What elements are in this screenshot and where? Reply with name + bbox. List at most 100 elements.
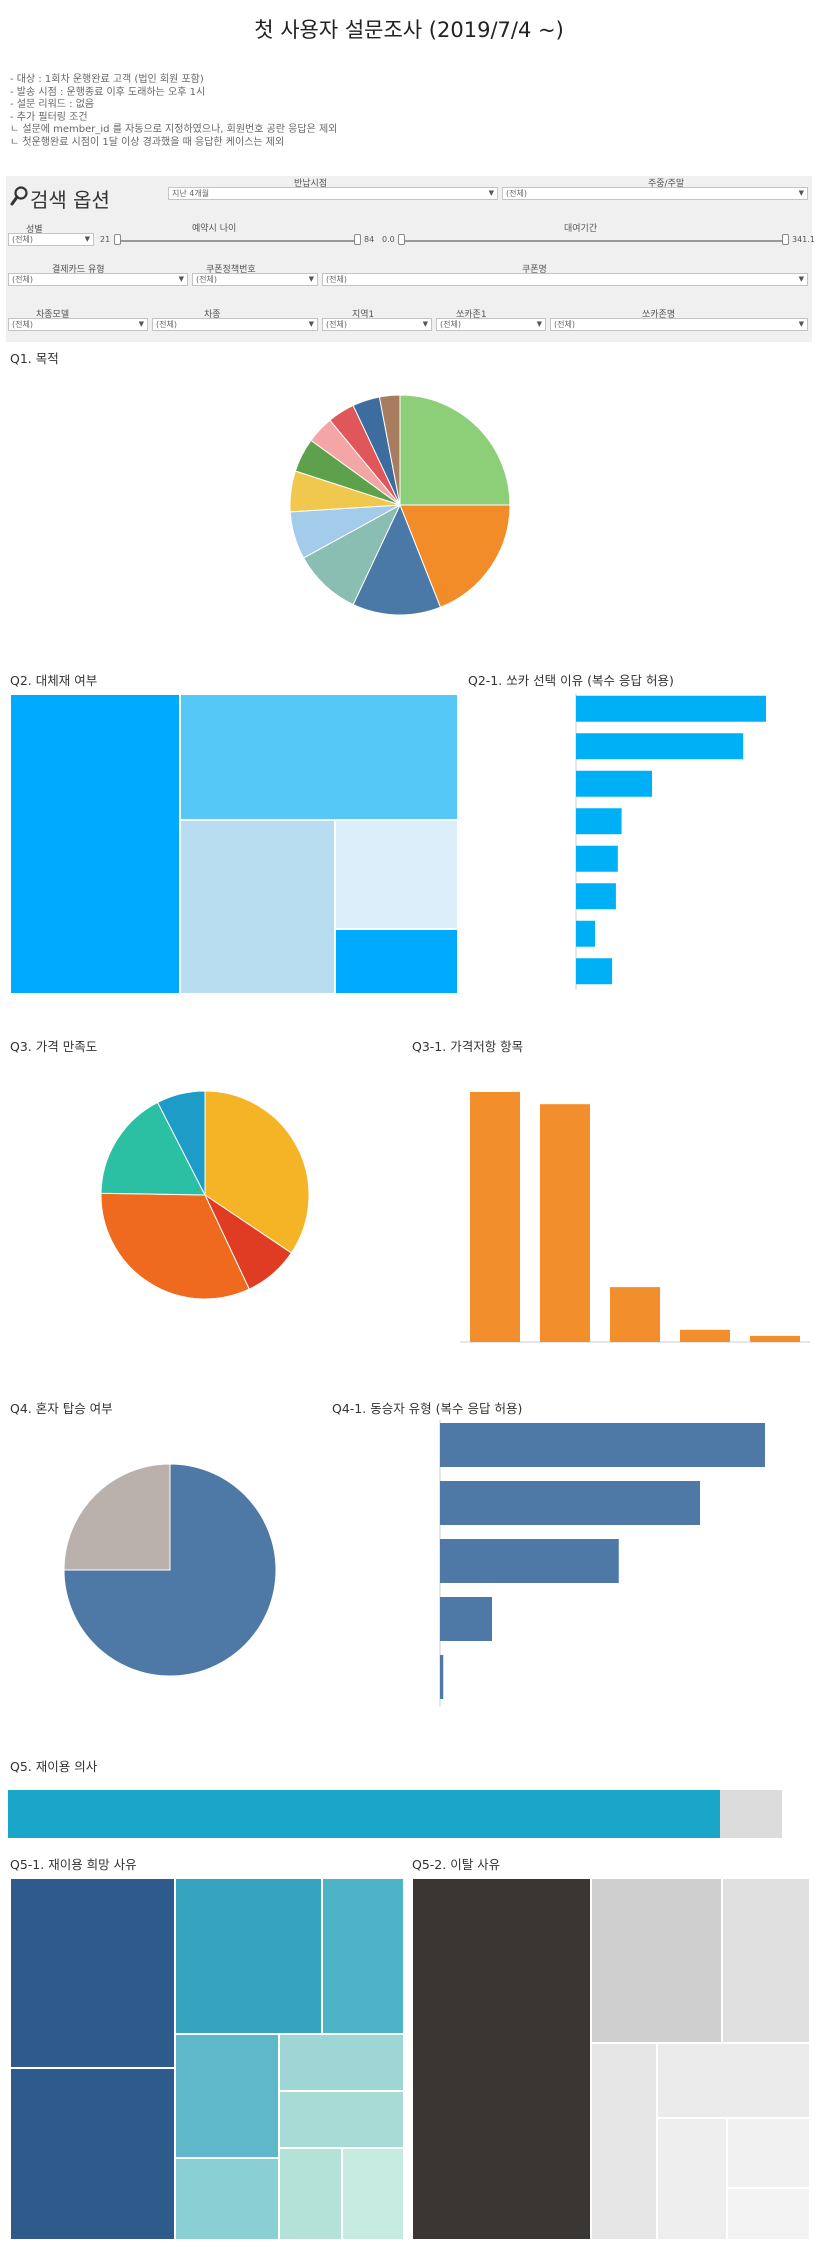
q2-cell[interactable] — [334, 928, 458, 994]
q5-1-cell[interactable] — [10, 2067, 176, 2240]
coupon-name-select[interactable]: (전체) ▼ — [322, 273, 808, 286]
q5-2-cell[interactable] — [722, 1878, 810, 2043]
q5-1-cell[interactable] — [175, 2034, 280, 2158]
q5-2-cell[interactable] — [591, 1878, 723, 2043]
q4-pie-chart — [63, 1463, 277, 1677]
q5-2-cell[interactable] — [656, 2042, 810, 2118]
q2-cell[interactable] — [334, 819, 458, 929]
q5-title: Q5. 재이용 의사 — [10, 1759, 98, 1774]
zone-group-label: 쏘카존1 — [456, 310, 487, 320]
q5-1-cell[interactable] — [341, 2148, 404, 2240]
q2-1-bar[interactable] — [576, 733, 744, 760]
rent-hours-label: 대여기간 — [564, 224, 598, 234]
q5-2-cell[interactable] — [727, 2117, 810, 2188]
note-line: ㄴ 설문에 member_id 를 자동으로 지정하였으나, 회원번호 공란 응… — [10, 124, 338, 135]
age-slider-max-handle[interactable] — [354, 234, 361, 245]
q3-1-bar[interactable] — [750, 1335, 800, 1342]
age-slider-min-handle[interactable] — [114, 234, 121, 245]
rent-hours-min: 0.0 — [382, 235, 395, 244]
magnifier-icon — [10, 186, 28, 206]
q5-1-cell[interactable] — [175, 1878, 322, 2035]
q3-pie-chart — [100, 1090, 310, 1300]
car-model-select[interactable]: (전체) ▼ — [8, 318, 148, 331]
coupon-policy-label: 쿠폰정책번호 — [206, 265, 256, 275]
payment-card-label: 결제카드 유형 — [52, 265, 105, 275]
note-line: - 설문 리워드 : 없음 — [10, 99, 95, 110]
q2-title: Q2. 대체재 여부 — [10, 673, 98, 688]
gender-select[interactable]: (전체) ▼ — [8, 233, 94, 246]
rent-hours-slider-track[interactable] — [400, 240, 786, 242]
q2-cell[interactable] — [180, 694, 458, 820]
age-slider-track[interactable] — [116, 240, 360, 242]
q1-title: Q1. 목적 — [10, 351, 59, 366]
q5-2-cell[interactable] — [591, 2042, 657, 2240]
q1-slice[interactable] — [399, 504, 511, 608]
q5-1-cell[interactable] — [279, 2148, 342, 2240]
page-title: 첫 사용자 설문조사 (2019/7/4 ~) — [254, 18, 564, 42]
q5-2-title: Q5-2. 이탈 사유 — [412, 1857, 501, 1872]
q5-1-treemap — [10, 1878, 404, 2240]
q5-1-cell[interactable] — [10, 1878, 176, 2068]
q5-1-cell[interactable] — [279, 2091, 404, 2149]
q5-2-cell[interactable] — [656, 2117, 728, 2240]
note-line: - 발송 시점 : 운행종료 이후 도래하는 오후 1시 — [10, 86, 206, 98]
rent-hours-max: 341.1 — [792, 235, 815, 244]
q3-slice[interactable] — [100, 1101, 206, 1196]
q2-cell[interactable] — [180, 819, 335, 994]
q3-slice[interactable] — [100, 1192, 250, 1300]
zone-group-select[interactable]: (전체) ▼ — [436, 318, 546, 331]
q5-1-cell[interactable] — [321, 1878, 404, 2035]
q5-2-cell[interactable] — [412, 1878, 592, 2240]
q5-1-cell[interactable] — [279, 2034, 404, 2092]
q4-title: Q4. 혼자 탑승 여부 — [10, 1401, 113, 1416]
q2-1-bar[interactable] — [576, 883, 616, 910]
q5-segment[interactable] — [8, 1790, 721, 1838]
q1-pie-chart — [289, 394, 511, 616]
coupon-policy-select[interactable]: (전체) ▼ — [192, 273, 318, 286]
rent-hours-slider-max-handle[interactable] — [782, 234, 789, 245]
car-class-label: 차종 — [204, 310, 221, 320]
rent-hours-slider-min-handle[interactable] — [398, 234, 405, 245]
q3-slice[interactable] — [204, 1090, 310, 1254]
q2-1-bar[interactable] — [576, 695, 766, 722]
payment-card-select[interactable]: (전체) ▼ — [8, 273, 188, 286]
q4-1-bar[interactable] — [440, 1597, 492, 1641]
q2-1-bar[interactable] — [576, 808, 622, 835]
q3-1-bar[interactable] — [610, 1287, 660, 1342]
q3-1-bar[interactable] — [540, 1104, 590, 1342]
q2-1-bar[interactable] — [576, 958, 613, 985]
q4-1-bar[interactable] — [440, 1423, 765, 1467]
q2-1-bar[interactable] — [576, 920, 595, 947]
q5-1-cell[interactable] — [175, 2157, 280, 2240]
q5-segment[interactable] — [720, 1790, 782, 1838]
filter-title: 검색 옵션 — [30, 188, 110, 212]
q4-1-bar[interactable] — [440, 1481, 700, 1525]
q5-2-cell[interactable] — [727, 2187, 810, 2240]
q1-slice[interactable] — [378, 394, 401, 506]
car-class-select[interactable]: (전체) ▼ — [152, 318, 318, 331]
q5-1-title: Q5-1. 재이용 희망 사유 — [10, 1857, 137, 1872]
note-line: - 대상 : 1회차 운행완료 고객 (법인 회원 포함) — [10, 74, 204, 85]
q2-1-bar[interactable] — [576, 845, 618, 872]
response-period-select[interactable]: 지난 4개월 ▼ — [168, 187, 498, 200]
q3-1-bar-chart — [460, 1092, 810, 1343]
q2-cell[interactable] — [10, 694, 181, 994]
weekday-label: 주중/주말 — [648, 179, 685, 189]
q3-1-bar[interactable] — [680, 1329, 730, 1342]
q3-1-bar[interactable] — [470, 1092, 520, 1342]
q4-slice[interactable] — [63, 1463, 277, 1677]
q3-slice[interactable] — [156, 1090, 206, 1196]
weekday-select[interactable]: (전체) ▼ — [502, 187, 808, 200]
note-line: ㄴ 첫운행완료 시점이 1달 이상 경과했을 때 응답한 케이스는 제외 — [10, 136, 285, 148]
response-period-label: 반납시점 — [294, 179, 328, 189]
gender-label: 성별 — [26, 225, 43, 235]
q4-1-bar[interactable] — [440, 1655, 444, 1699]
q1-slice[interactable] — [399, 394, 511, 506]
zone-name-select[interactable]: (전체) ▼ — [550, 318, 808, 331]
car-model-label: 차종모델 — [36, 310, 70, 320]
q4-1-bar[interactable] — [440, 1539, 619, 1583]
q4-slice[interactable] — [63, 1463, 171, 1571]
region-select[interactable]: (전체) ▼ — [322, 318, 432, 331]
q2-1-bar[interactable] — [576, 770, 652, 797]
q1-slice[interactable] — [352, 503, 442, 616]
